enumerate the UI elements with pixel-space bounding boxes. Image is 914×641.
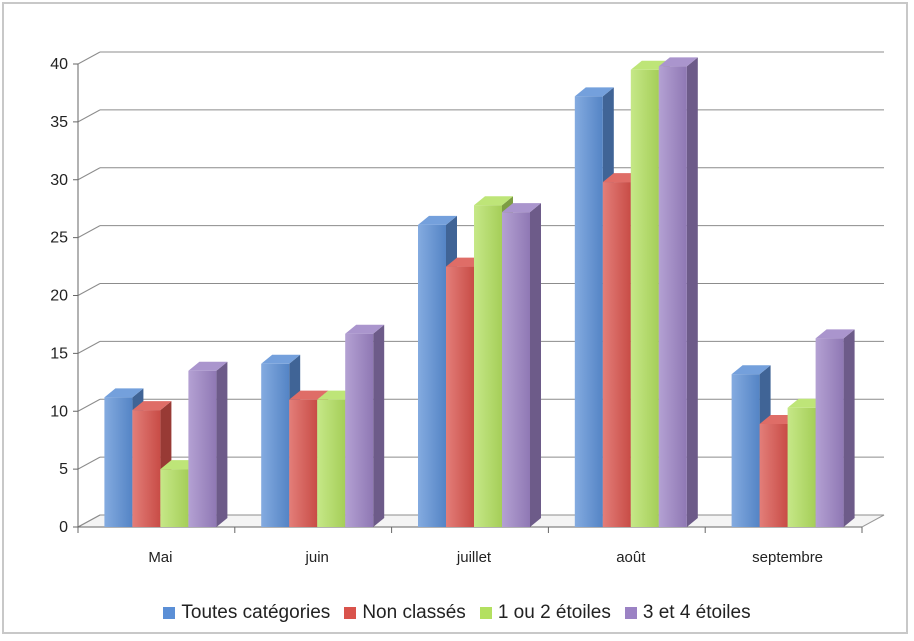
legend-label: Toutes catégories: [181, 602, 330, 624]
gridline-side: [78, 110, 100, 122]
gridline-side: [78, 284, 100, 296]
gridline-side: [78, 457, 100, 469]
legend-item: 3 et 4 étoiles: [625, 602, 751, 624]
bar-side: [844, 329, 855, 527]
bar-front: [575, 96, 603, 527]
category-label: Mai: [148, 549, 172, 566]
bar: [502, 203, 541, 527]
legend-item: Non classés: [344, 602, 466, 624]
bar-front: [788, 408, 816, 527]
legend-item: 1 ou 2 étoiles: [480, 602, 611, 624]
bar-front: [132, 410, 160, 527]
bar-front: [104, 397, 132, 527]
legend-swatch: [344, 607, 356, 619]
bar-front: [502, 212, 530, 527]
bar-front: [446, 267, 474, 527]
bar-front: [732, 374, 760, 527]
gridline-side: [78, 226, 100, 238]
bar: [816, 329, 855, 527]
bar-front: [188, 371, 216, 527]
gridline-side: [78, 168, 100, 180]
bar-front: [261, 364, 289, 527]
y-tick-label: 25: [50, 230, 68, 247]
bar-front: [418, 225, 446, 527]
bar-front: [317, 400, 345, 527]
bar-side: [373, 325, 384, 527]
bar-side: [530, 203, 541, 527]
y-tick-label: 0: [59, 519, 68, 536]
bar: [659, 57, 698, 527]
bar-side: [687, 57, 698, 527]
gridline-side: [78, 52, 100, 64]
category-label: juillet: [456, 549, 492, 566]
category-label: septembre: [752, 549, 823, 566]
legend: Toutes catégories Non classés 1 ou 2 étoil…: [0, 598, 914, 628]
legend-item: Toutes catégories: [163, 602, 330, 624]
bar-front: [816, 338, 844, 527]
legend-swatch: [163, 607, 175, 619]
legend-label: Non classés: [362, 602, 466, 624]
y-tick-label: 20: [50, 288, 68, 305]
bar-front: [631, 70, 659, 527]
legend-label: 3 et 4 étoiles: [643, 602, 751, 624]
legend-swatch: [625, 607, 637, 619]
bar-layer: [104, 57, 854, 527]
bar-front: [603, 182, 631, 527]
category-label: juin: [305, 549, 329, 566]
y-tick-label: 5: [59, 461, 68, 478]
bar: [345, 325, 384, 527]
legend-swatch: [480, 607, 492, 619]
bar-front: [659, 66, 687, 527]
bar-front: [345, 334, 373, 527]
bar-front: [760, 424, 788, 527]
legend-label: 1 ou 2 étoiles: [498, 602, 611, 624]
y-tick-label: 15: [50, 345, 68, 362]
y-tick-label: 40: [50, 56, 68, 73]
bar-front: [160, 469, 188, 527]
bar: [188, 362, 227, 527]
bar-front: [289, 400, 317, 527]
category-label: août: [616, 549, 646, 566]
y-tick-label: 10: [50, 403, 68, 420]
bar-side: [216, 362, 227, 527]
y-tick-label: 35: [50, 114, 68, 131]
bar-front: [474, 205, 502, 527]
gridline-side: [78, 399, 100, 411]
gridline-side: [78, 341, 100, 353]
y-tick-label: 30: [50, 172, 68, 189]
